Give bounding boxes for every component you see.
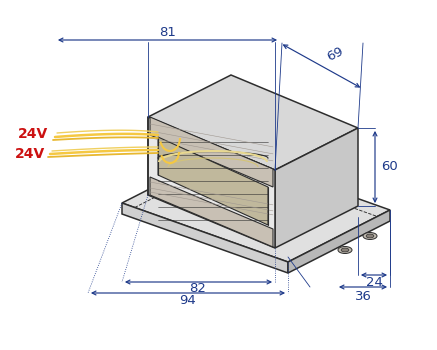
Ellipse shape <box>366 234 374 238</box>
Polygon shape <box>122 203 288 273</box>
Ellipse shape <box>338 246 352 253</box>
Text: 60: 60 <box>382 161 399 174</box>
Text: 36: 36 <box>354 290 371 303</box>
Text: 69: 69 <box>325 44 345 63</box>
Polygon shape <box>122 151 390 262</box>
Polygon shape <box>150 177 273 247</box>
Polygon shape <box>275 128 358 248</box>
Text: 24V: 24V <box>18 127 48 141</box>
Polygon shape <box>288 210 390 273</box>
Ellipse shape <box>363 232 377 239</box>
Polygon shape <box>148 75 358 170</box>
Polygon shape <box>150 117 273 187</box>
Polygon shape <box>158 137 268 225</box>
Text: 81: 81 <box>160 26 177 38</box>
Polygon shape <box>148 117 275 248</box>
Text: 94: 94 <box>180 294 196 308</box>
Text: 24V: 24V <box>15 147 45 161</box>
Text: 24: 24 <box>366 276 382 289</box>
Ellipse shape <box>341 248 349 252</box>
Text: 82: 82 <box>190 282 206 295</box>
